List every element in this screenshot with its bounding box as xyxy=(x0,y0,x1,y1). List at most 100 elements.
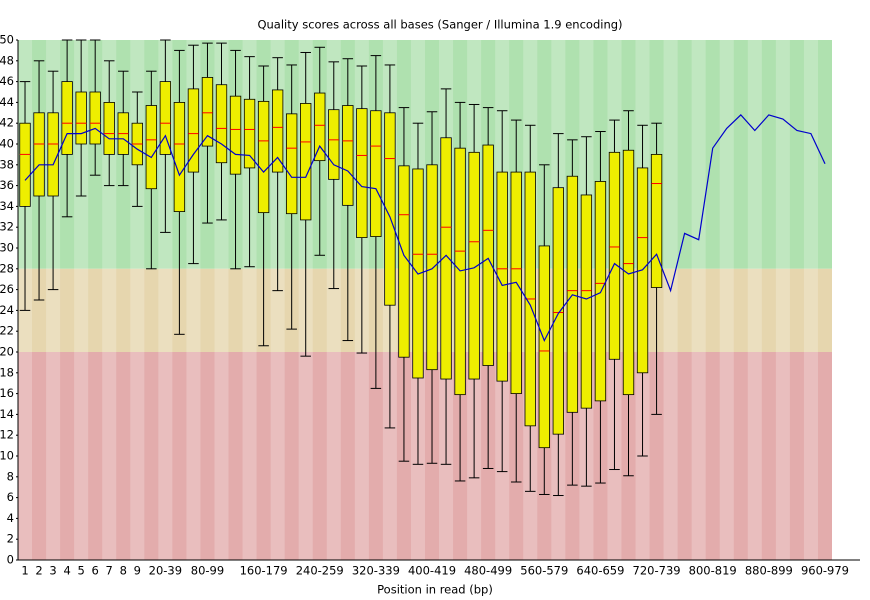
x-tick-label: 3 xyxy=(49,564,56,578)
chart-title: Quality scores across all bases (Sanger … xyxy=(257,18,622,32)
box xyxy=(370,110,382,237)
column-stripe xyxy=(691,40,706,560)
box xyxy=(215,84,228,164)
box xyxy=(300,103,312,221)
box xyxy=(328,109,340,180)
x-tick-label: 9 xyxy=(134,564,141,578)
y-tick-label: 34 xyxy=(0,199,14,213)
column-stripe xyxy=(663,40,678,560)
x-tick-label: 4 xyxy=(63,564,70,578)
box xyxy=(496,171,508,382)
x-tick-label: 320-339 xyxy=(352,564,400,578)
y-tick-label: 4 xyxy=(7,511,14,525)
box xyxy=(61,81,73,155)
box xyxy=(89,91,101,145)
y-tick-label: 40 xyxy=(0,137,14,151)
box xyxy=(243,98,256,169)
box xyxy=(468,151,480,380)
box xyxy=(257,100,270,214)
x-tick-label: 880-899 xyxy=(745,564,793,578)
column-stripe xyxy=(158,40,173,560)
box xyxy=(342,105,354,206)
box xyxy=(103,102,115,155)
x-tick-label: 7 xyxy=(106,564,113,578)
box xyxy=(482,144,494,366)
box xyxy=(159,81,172,155)
y-tick-label: 36 xyxy=(0,178,14,192)
y-tick-label: 16 xyxy=(0,386,14,400)
column-stripe xyxy=(242,40,257,560)
column-stripe xyxy=(130,40,145,560)
box xyxy=(650,153,663,288)
x-tick-label: 640-659 xyxy=(576,564,624,578)
box xyxy=(19,122,31,207)
y-tick-label: 2 xyxy=(7,532,14,546)
x-tick-label: 400-419 xyxy=(408,564,456,578)
x-tick-label: 240-259 xyxy=(296,564,344,578)
box xyxy=(314,92,326,162)
mean-line xyxy=(24,114,826,343)
box xyxy=(229,95,242,175)
y-tick-label: 18 xyxy=(0,365,14,379)
box xyxy=(538,245,550,449)
x-tick-label: 960-979 xyxy=(801,564,849,578)
y-tick-label: 6 xyxy=(7,490,14,504)
column-stripe xyxy=(102,40,117,560)
y-tick-label: 42 xyxy=(0,116,14,130)
column-stripe xyxy=(74,40,89,560)
x-axis-label: Position in read (bp) xyxy=(377,583,493,597)
column-stripe xyxy=(214,40,229,560)
box xyxy=(384,112,396,306)
x-tick-label: 160-179 xyxy=(240,564,288,578)
box xyxy=(75,91,87,145)
y-tick-label: 20 xyxy=(0,345,14,359)
box xyxy=(47,112,59,197)
y-tick-label: 22 xyxy=(0,324,14,338)
y-tick-label: 8 xyxy=(7,469,14,483)
x-tick-label: 8 xyxy=(120,564,127,578)
y-tick-label: 44 xyxy=(0,95,14,109)
y-tick-label: 12 xyxy=(0,428,14,442)
box xyxy=(440,137,452,380)
y-tick-label: 28 xyxy=(0,261,14,275)
box xyxy=(145,105,157,190)
box xyxy=(552,187,564,435)
x-tick-label: 80-99 xyxy=(191,564,224,578)
box xyxy=(173,102,186,212)
y-tick-label: 14 xyxy=(0,407,14,421)
box xyxy=(201,77,214,147)
column-stripe xyxy=(719,40,734,560)
y-tick-label: 26 xyxy=(0,282,14,296)
y-tick-label: 24 xyxy=(0,303,14,317)
x-tick-label: 480-499 xyxy=(464,564,512,578)
column-stripe xyxy=(747,40,762,560)
box xyxy=(286,113,298,215)
x-tick-label: 560-579 xyxy=(520,564,568,578)
box xyxy=(594,181,607,402)
column-stripe xyxy=(803,40,818,560)
box xyxy=(580,194,593,409)
y-tick-label: 38 xyxy=(0,157,14,171)
quality-zone xyxy=(18,352,832,560)
box xyxy=(187,88,200,173)
x-tick-label: 20-39 xyxy=(149,564,182,578)
box xyxy=(271,89,284,173)
box xyxy=(356,108,368,239)
box xyxy=(33,112,45,197)
box xyxy=(398,165,410,358)
x-tick-label: 1 xyxy=(21,564,28,578)
x-tick-label: 800-819 xyxy=(689,564,737,578)
y-tick-label: 30 xyxy=(0,241,14,255)
y-tick-label: 50 xyxy=(0,33,14,47)
y-tick-label: 10 xyxy=(0,449,14,463)
x-tick-label: 2 xyxy=(35,564,42,578)
y-tick-label: 32 xyxy=(0,220,14,234)
y-tick-label: 48 xyxy=(0,53,14,67)
column-stripe xyxy=(775,40,790,560)
box xyxy=(608,151,621,360)
x-tick-label: 6 xyxy=(92,564,99,578)
x-tick-label: 5 xyxy=(77,564,84,578)
quality-zone xyxy=(18,268,832,352)
